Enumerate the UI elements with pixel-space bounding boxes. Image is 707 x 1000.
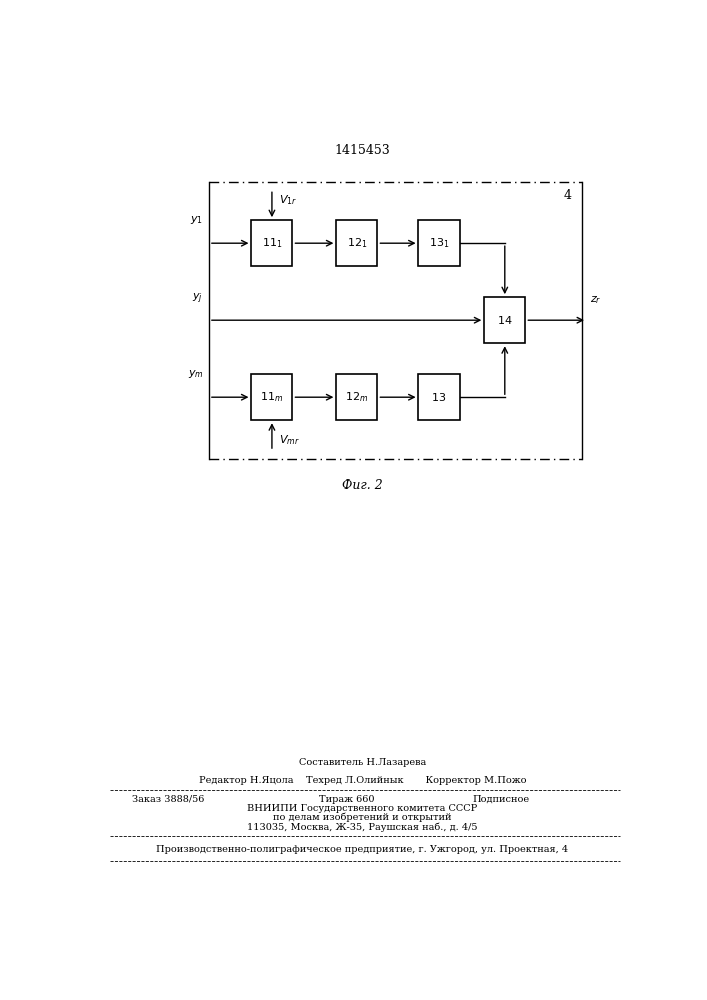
Text: $V_{1r}$: $V_{1r}$ [279, 193, 297, 207]
Text: Редактор Н.Яцола    Техред Л.Олийнык       Корректор М.Пожо: Редактор Н.Яцола Техред Л.Олийнык Коррек… [199, 776, 526, 785]
Text: Производственно-полиграфическое предприятие, г. Ужгород, ул. Проектная, 4: Производственно-полиграфическое предприя… [156, 845, 568, 854]
Text: $11_m$: $11_m$ [260, 390, 284, 404]
Text: Заказ 3888/56: Заказ 3888/56 [132, 795, 204, 804]
Text: Фиг. 2: Фиг. 2 [342, 479, 382, 492]
Text: по делам изобретений и открытий: по делам изобретений и открытий [273, 813, 452, 822]
Text: $z_r$: $z_r$ [590, 295, 601, 306]
Bar [419, 374, 460, 420]
Bar [484, 297, 525, 343]
Text: $13$: $13$ [431, 391, 447, 403]
Text: $11_1$: $11_1$ [262, 236, 282, 250]
Bar [252, 374, 293, 420]
Bar [419, 220, 460, 266]
Bar [337, 220, 378, 266]
Text: Составитель Н.Лазарева: Составитель Н.Лазарева [299, 758, 426, 767]
Text: 1415453: 1415453 [334, 144, 390, 157]
Text: $13_1$: $13_1$ [429, 236, 449, 250]
Text: $y_1$: $y_1$ [190, 214, 204, 226]
Text: ВНИИПИ Государственного комитета СССР: ВНИИПИ Государственного комитета СССР [247, 804, 477, 813]
Bar [337, 374, 378, 420]
Text: Тираж 660: Тираж 660 [319, 795, 374, 804]
Text: $12_1$: $12_1$ [346, 236, 367, 250]
Text: $y_j$: $y_j$ [192, 292, 204, 306]
Text: $12_m$: $12_m$ [345, 390, 368, 404]
Bar [252, 220, 293, 266]
Text: $14$: $14$ [497, 314, 513, 326]
Text: 113035, Москва, Ж-35, Раушская наб., д. 4/5: 113035, Москва, Ж-35, Раушская наб., д. … [247, 822, 478, 832]
Text: Подписное: Подписное [472, 795, 529, 804]
Text: 4: 4 [563, 189, 572, 202]
Text: $y_m$: $y_m$ [187, 368, 204, 380]
Text: $V_{mr}$: $V_{mr}$ [279, 433, 299, 447]
